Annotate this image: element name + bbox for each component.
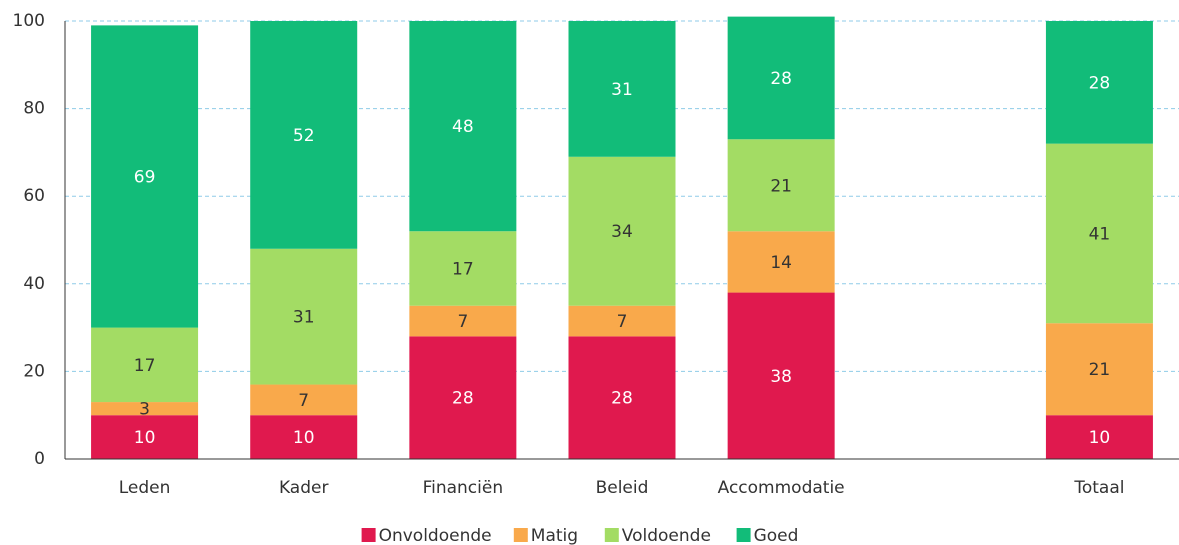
legend-label: Matig: [531, 526, 578, 545]
y-tick-label: 60: [23, 186, 45, 206]
data-label: 28: [770, 69, 792, 89]
bar-segment: [727, 16, 835, 140]
data-label: 21: [1089, 360, 1111, 380]
bar-segment: [727, 292, 835, 459]
data-label: 52: [293, 126, 315, 146]
x-tick-label: Accommodatie: [718, 478, 845, 498]
legend-label: Onvoldoende: [379, 526, 492, 545]
bar-segment: [1045, 323, 1153, 416]
data-label: 10: [1089, 428, 1111, 448]
bar-segment: [409, 305, 517, 337]
bar-segment: [1045, 21, 1153, 144]
y-tick-label: 80: [23, 99, 45, 119]
legend-swatch: [513, 528, 528, 542]
y-tick-label: 20: [23, 361, 45, 381]
x-tick-label: Financiën: [423, 478, 504, 498]
legend-swatch: [736, 528, 751, 542]
bar-segment: [568, 21, 676, 157]
data-label: 69: [134, 167, 156, 187]
bar-segment: [568, 336, 676, 459]
bar-segment: [91, 25, 199, 328]
data-label: 34: [611, 222, 633, 242]
bar-segment: [1045, 415, 1153, 459]
bar-segment: [409, 21, 517, 232]
legend-label: Goed: [754, 526, 799, 545]
bar-segment: [409, 231, 517, 306]
data-label: 38: [770, 367, 792, 387]
x-tick-label: Beleid: [596, 478, 649, 498]
data-label: 7: [457, 312, 468, 332]
data-label: 10: [293, 428, 315, 448]
bar-segment: [250, 248, 358, 385]
data-label: 31: [293, 308, 315, 328]
bar-segment: [91, 415, 199, 459]
data-label: 28: [611, 389, 633, 409]
data-label: 7: [617, 312, 628, 332]
data-label: 10: [134, 428, 156, 448]
bar-segment: [91, 327, 199, 403]
x-tick-label: Kader: [279, 478, 329, 498]
bar-segment: [409, 336, 517, 459]
data-label: 28: [1089, 73, 1111, 93]
bar-segment: [250, 415, 358, 459]
data-label: 41: [1089, 224, 1111, 244]
bar-segment: [568, 156, 676, 306]
bar-segment: [1045, 143, 1153, 324]
data-label: 28: [452, 389, 474, 409]
data-label: 3: [139, 400, 150, 420]
data-label: 14: [770, 253, 792, 273]
y-tick-label: 100: [13, 11, 45, 31]
data-label: 7: [298, 391, 309, 411]
bar-segment: [91, 402, 199, 416]
y-tick-label: 40: [23, 274, 45, 294]
bar-segment: [568, 305, 676, 337]
data-label: 17: [452, 259, 474, 279]
y-tick-label: 0: [34, 449, 45, 469]
data-label: 17: [134, 356, 156, 376]
x-tick-label: Leden: [119, 478, 171, 498]
legend-swatch: [361, 528, 376, 542]
data-label: 31: [611, 80, 633, 100]
bar-segment: [727, 139, 835, 232]
x-tick-label: Totaal: [1073, 478, 1124, 498]
bar-segment: [727, 231, 835, 293]
bar-segment: [250, 384, 358, 416]
bar-segment: [250, 21, 358, 249]
data-label: 21: [770, 176, 792, 196]
data-label: 48: [452, 117, 474, 137]
legend-swatch: [604, 528, 619, 542]
legend-label: Voldoende: [622, 526, 711, 545]
